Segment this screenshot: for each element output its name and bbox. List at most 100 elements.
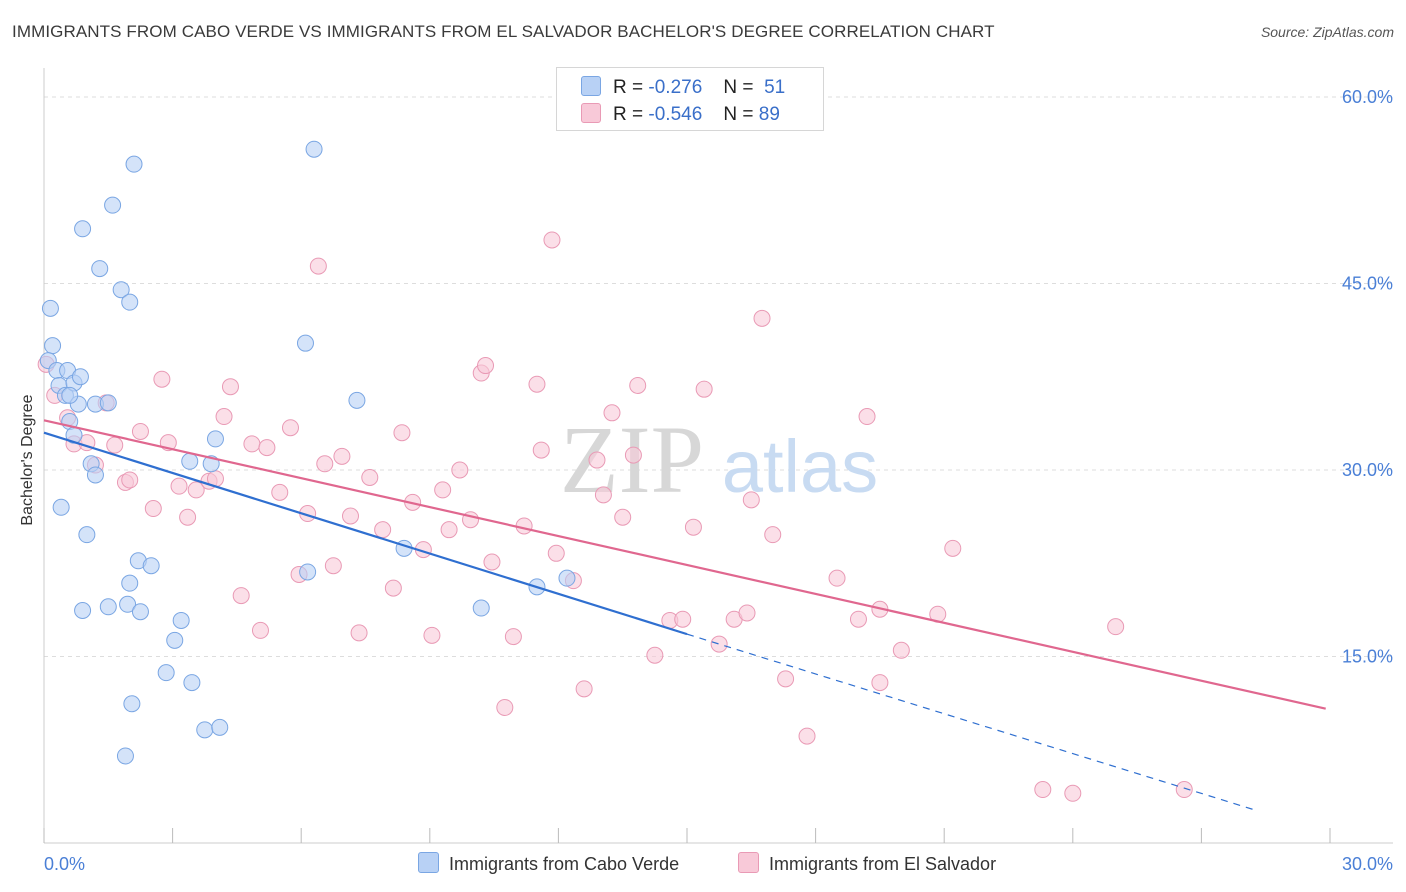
data-point-el-salvador [350,624,368,642]
data-point-el-salvador [528,375,546,393]
data-point-el-salvador [153,370,171,388]
legend-n-value: 89 [758,104,780,125]
data-point-el-salvador [575,680,593,698]
data-point-el-salvador [324,557,342,575]
data-point-cabo-verde [206,430,224,448]
data-point-el-salvador [1107,618,1125,636]
data-point-cabo-verde [104,196,122,214]
y-tick-label: 60.0% [1342,87,1393,107]
legend-n-label: N = [723,104,754,125]
data-point-el-salvador [434,481,452,499]
y-tick-label: 15.0% [1342,647,1393,667]
data-point-el-salvador [316,455,334,473]
data-point-el-salvador [614,508,632,526]
data-point-cabo-verde [472,599,490,617]
data-point-el-salvador [309,257,327,275]
data-point-el-salvador [777,670,795,688]
data-point-cabo-verde [558,569,576,587]
data-point-el-salvador [547,544,565,562]
data-point-el-salvador [892,641,910,659]
data-point-el-salvador [684,518,702,536]
data-point-el-salvador [674,610,692,628]
correlation-legend: R = -0.276 N = 51 R = -0.546 N = 89 [556,67,824,131]
data-point-cabo-verde [296,334,314,352]
data-point-el-salvador [624,446,642,464]
data-point-el-salvador [374,521,392,539]
data-point-cabo-verde [116,747,134,765]
data-point-el-salvador [483,553,501,571]
x-tick-label: 30.0% [1342,854,1393,874]
data-point-cabo-verde [86,466,104,484]
x-tick-label: 0.0% [44,854,85,874]
data-point-cabo-verde [44,337,62,355]
data-point-el-salvador [341,507,359,525]
data-point-el-salvador [944,539,962,557]
series-el-salvador-points [37,231,1193,802]
data-point-el-salvador [543,231,561,249]
data-point-el-salvador [1175,781,1193,799]
data-point-el-salvador [451,461,469,479]
data-point-el-salvador [504,628,522,646]
legend-r-value: -0.546 [648,104,703,125]
data-point-el-salvador [798,727,816,745]
bottom-legend-swatch-blue [418,852,439,873]
data-point-el-salvador [144,500,162,518]
data-point-el-salvador [629,376,647,394]
data-point-el-salvador [849,610,867,628]
data-point-cabo-verde [196,721,214,739]
data-point-el-salvador [532,441,550,459]
bottom-legend-el-salvador: Immigrants from El Salvador [738,852,996,875]
data-point-el-salvador [1064,784,1082,802]
data-point-el-salvador [594,486,612,504]
data-point-el-salvador [440,521,458,539]
data-point-el-salvador [646,646,664,664]
data-point-el-salvador [215,408,233,426]
data-point-cabo-verde [119,595,137,613]
data-point-el-salvador [121,471,139,489]
data-point-el-salvador [131,422,149,440]
data-point-el-salvador [828,569,846,587]
data-point-el-salvador [384,579,402,597]
bottom-legend-cabo-verde: Immigrants from Cabo Verde [418,852,679,875]
data-point-el-salvador [106,436,124,454]
data-point-el-salvador [477,357,495,375]
data-point-el-salvador [361,468,379,486]
legend-swatch-blue [581,76,601,96]
data-point-cabo-verde [123,695,141,713]
data-point-el-salvador [753,309,771,327]
data-point-cabo-verde [157,664,175,682]
data-point-el-salvador [187,481,205,499]
data-point-el-salvador [764,526,782,544]
data-point-el-salvador [1034,781,1052,799]
data-point-el-salvador [603,404,621,422]
data-point-cabo-verde [125,155,143,173]
data-point-el-salvador [496,698,514,716]
source-label: Source: ZipAtlas.com [1260,24,1394,40]
data-point-el-salvador [871,674,889,692]
tick-labels: 15.0% 30.0% 45.0% 60.0% 0.0% 30.0% [44,87,1393,874]
data-point-el-salvador [221,378,239,396]
trend-lines [43,419,1326,812]
data-point-el-salvador [393,424,411,442]
data-point-cabo-verde [61,386,79,404]
trend-line-cabo-verde-extension [686,633,1258,812]
data-point-cabo-verde [99,598,117,616]
y-axis-label: Bachelor's Degree [19,394,36,526]
data-point-el-salvador [423,626,441,644]
data-point-el-salvador [333,447,351,465]
data-point-cabo-verde [91,260,109,278]
data-point-el-salvador [179,508,197,526]
data-point-cabo-verde [211,718,229,736]
data-point-el-salvador [588,451,606,469]
data-point-cabo-verde [112,281,130,299]
data-point-cabo-verde [74,601,92,619]
data-point-cabo-verde [41,299,59,317]
data-point-el-salvador [251,621,269,639]
data-point-el-salvador [243,435,261,453]
data-point-el-salvador [710,635,728,653]
data-point-el-salvador [281,419,299,437]
legend-r-value: -0.276 [648,77,703,98]
data-point-cabo-verde [181,452,199,470]
data-point-el-salvador [695,380,713,398]
